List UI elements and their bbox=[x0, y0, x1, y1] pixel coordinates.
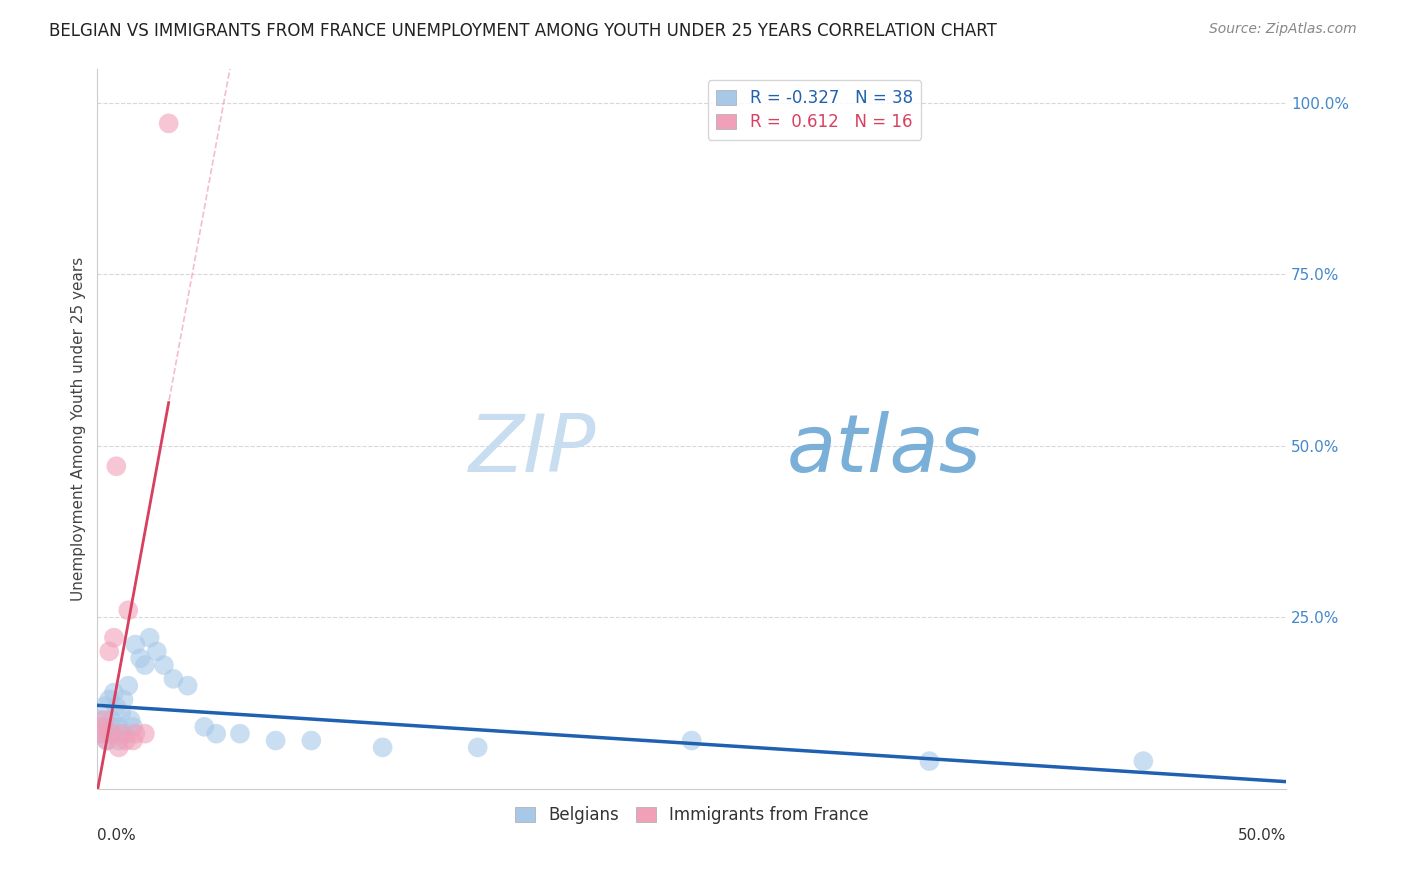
Point bbox=[91, 727, 114, 741]
Text: atlas: atlas bbox=[787, 411, 981, 489]
Point bbox=[117, 603, 139, 617]
Point bbox=[115, 727, 138, 741]
Point bbox=[162, 672, 184, 686]
Point bbox=[103, 685, 125, 699]
Point bbox=[299, 733, 322, 747]
Point bbox=[105, 459, 128, 474]
Point bbox=[120, 713, 142, 727]
Point bbox=[98, 644, 121, 658]
Point bbox=[96, 733, 118, 747]
Point bbox=[103, 631, 125, 645]
Point bbox=[93, 713, 115, 727]
Y-axis label: Unemployment Among Youth under 25 years: Unemployment Among Youth under 25 years bbox=[72, 256, 86, 600]
Point bbox=[124, 638, 146, 652]
Point bbox=[98, 692, 121, 706]
Point bbox=[96, 733, 118, 747]
Point bbox=[107, 733, 129, 747]
Point bbox=[89, 713, 111, 727]
Point bbox=[89, 727, 111, 741]
Point bbox=[110, 706, 132, 720]
Point bbox=[98, 727, 121, 741]
Point bbox=[134, 658, 156, 673]
Text: ZIP: ZIP bbox=[470, 411, 596, 489]
Point bbox=[110, 727, 132, 741]
Point bbox=[176, 679, 198, 693]
Point bbox=[100, 727, 122, 741]
Point bbox=[138, 631, 160, 645]
Point bbox=[134, 727, 156, 741]
Point bbox=[91, 720, 114, 734]
Point bbox=[122, 733, 145, 747]
Point bbox=[117, 679, 139, 693]
Point bbox=[107, 740, 129, 755]
Point bbox=[193, 720, 215, 734]
Text: BELGIAN VS IMMIGRANTS FROM FRANCE UNEMPLOYMENT AMONG YOUTH UNDER 25 YEARS CORREL: BELGIAN VS IMMIGRANTS FROM FRANCE UNEMPL… bbox=[49, 22, 997, 40]
Point bbox=[103, 727, 125, 741]
Point bbox=[205, 727, 228, 741]
Point bbox=[157, 116, 180, 130]
Point bbox=[112, 692, 135, 706]
Point bbox=[93, 720, 115, 734]
Point bbox=[100, 713, 122, 727]
Point bbox=[681, 733, 703, 747]
Point bbox=[153, 658, 176, 673]
Point bbox=[1132, 754, 1154, 768]
Text: 0.0%: 0.0% bbox=[97, 828, 136, 843]
Point bbox=[93, 699, 115, 714]
Point bbox=[264, 733, 287, 747]
Point bbox=[100, 720, 122, 734]
Point bbox=[124, 727, 146, 741]
Point bbox=[107, 720, 129, 734]
Legend: Belgians, Immigrants from France: Belgians, Immigrants from France bbox=[508, 799, 875, 830]
Point bbox=[229, 727, 252, 741]
Point bbox=[146, 644, 169, 658]
Text: 50.0%: 50.0% bbox=[1237, 828, 1286, 843]
Point bbox=[467, 740, 489, 755]
Point bbox=[122, 720, 145, 734]
Point bbox=[371, 740, 394, 755]
Point bbox=[918, 754, 941, 768]
Point bbox=[105, 699, 128, 714]
Text: Source: ZipAtlas.com: Source: ZipAtlas.com bbox=[1209, 22, 1357, 37]
Point bbox=[115, 733, 138, 747]
Point bbox=[129, 651, 152, 665]
